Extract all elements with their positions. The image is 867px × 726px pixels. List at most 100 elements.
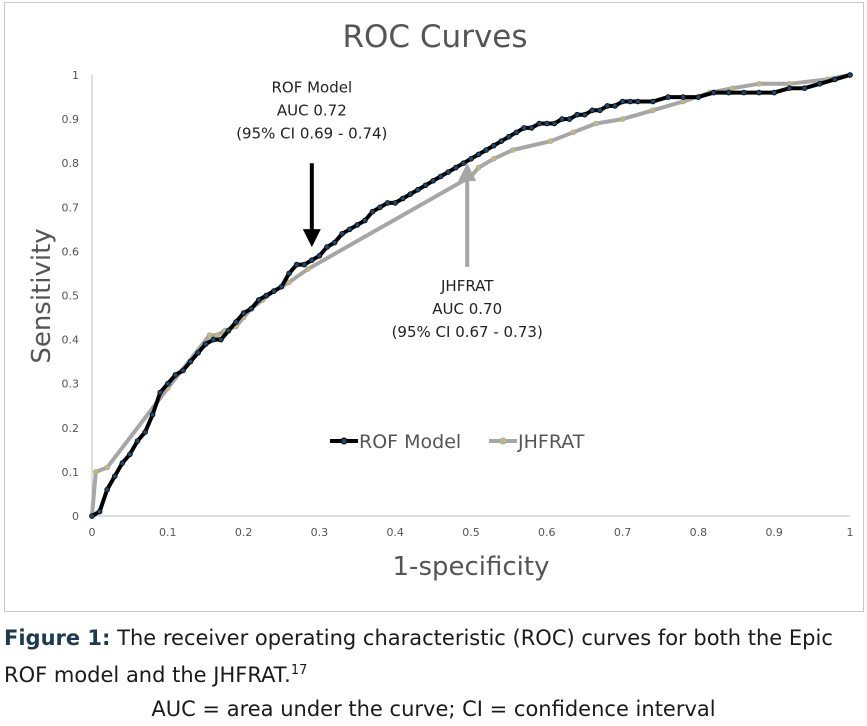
data-point-rof bbox=[384, 200, 391, 206]
x-tick-label: 0.7 bbox=[614, 526, 632, 539]
data-point-rof bbox=[225, 327, 232, 334]
figure-caption: Figure 1: The receiver operating charact… bbox=[4, 620, 864, 694]
data-point-rof bbox=[240, 310, 247, 316]
x-tick-label: 0 bbox=[89, 526, 96, 539]
data-point-rof bbox=[127, 451, 133, 458]
y-tick-label: 0.8 bbox=[62, 157, 80, 170]
x-tick-label: 0.5 bbox=[462, 526, 480, 539]
data-point-rof bbox=[627, 98, 633, 105]
y-tick-label: 0.6 bbox=[62, 245, 80, 258]
data-point-jhfrat bbox=[490, 156, 497, 162]
series-line-jhfrat bbox=[90, 73, 851, 517]
data-point-rof bbox=[460, 160, 467, 167]
data-point-rof bbox=[650, 98, 656, 105]
data-point-rof bbox=[202, 341, 209, 347]
legend-label-jhfrat: JHFRAT bbox=[517, 431, 585, 453]
data-point-rof bbox=[165, 380, 171, 387]
data-point-rof bbox=[149, 411, 156, 418]
x-tick-labels: 0 0.1 0.2 0.3 0.4 0.5 0.6 0.7 0.8 0.9 1 bbox=[89, 526, 854, 539]
data-point-jhfrat bbox=[104, 464, 110, 471]
data-point-rof bbox=[816, 81, 823, 87]
data-point-rof bbox=[331, 239, 338, 246]
data-point-rof bbox=[157, 389, 164, 396]
data-point-jhfrat bbox=[468, 173, 474, 180]
data-point-rof bbox=[771, 89, 777, 96]
data-point-rof bbox=[324, 244, 330, 250]
data-point-rof bbox=[89, 513, 95, 519]
y-tick-label: 0.7 bbox=[62, 201, 80, 214]
data-point-rof bbox=[308, 257, 315, 264]
y-tick-label: 0.3 bbox=[62, 378, 80, 391]
data-point-rof bbox=[180, 367, 186, 374]
x-tick-label: 0.1 bbox=[159, 526, 177, 539]
data-point-rof bbox=[233, 319, 239, 325]
data-point-rof bbox=[490, 142, 497, 149]
data-point-rof bbox=[104, 486, 110, 493]
y-tick-label: 0 bbox=[72, 510, 79, 523]
data-point-rof bbox=[452, 164, 459, 171]
data-point-jhfrat bbox=[756, 81, 762, 87]
data-point-rof bbox=[498, 138, 505, 145]
x-tick-label: 0.2 bbox=[235, 526, 253, 539]
y-tick-label: 1 bbox=[72, 69, 79, 82]
data-point-rof bbox=[399, 195, 406, 202]
data-point-rof bbox=[612, 103, 618, 109]
data-point-rof bbox=[513, 129, 520, 136]
data-point-jhfrat bbox=[547, 138, 554, 145]
data-point-rof bbox=[786, 85, 793, 91]
data-point-rof bbox=[831, 76, 838, 83]
data-point-rof bbox=[483, 147, 490, 153]
data-point-rof bbox=[187, 358, 194, 365]
annotation-text: (95% CI 0.69 - 0.74) bbox=[236, 125, 387, 143]
y-axis-label: Sensitivity bbox=[27, 228, 57, 363]
data-point-rof bbox=[255, 297, 262, 303]
data-point-rof bbox=[445, 169, 452, 175]
data-point-rof bbox=[597, 107, 603, 114]
legend: ROF Model JHFRAT bbox=[330, 431, 585, 453]
data-point-rof bbox=[377, 204, 383, 211]
data-point-rof bbox=[559, 116, 565, 122]
annotation-text: ROF Model bbox=[271, 79, 352, 97]
data-point-rof bbox=[111, 473, 118, 480]
data-point-rof bbox=[293, 261, 300, 268]
data-point-jhfrat bbox=[206, 332, 213, 339]
caption-text: The receiver operating characteristic (R… bbox=[4, 626, 833, 687]
data-point-rof bbox=[316, 253, 323, 259]
data-point-rof bbox=[619, 98, 626, 105]
annotation-text: AUC 0.70 bbox=[432, 300, 502, 318]
x-tick-label: 0.9 bbox=[765, 526, 783, 539]
data-point-jhfrat bbox=[214, 332, 220, 339]
data-point-rof bbox=[725, 89, 732, 96]
legend-label-rof: ROF Model bbox=[359, 431, 461, 453]
data-point-rof bbox=[422, 182, 429, 189]
data-point-rof bbox=[741, 89, 747, 96]
data-point-rof bbox=[286, 270, 292, 277]
data-point-jhfrat bbox=[729, 85, 736, 91]
data-point-jhfrat bbox=[509, 147, 516, 153]
x-tick-label: 0.4 bbox=[386, 526, 404, 539]
caption-reference: 17 bbox=[290, 663, 308, 678]
data-point-rof bbox=[801, 85, 808, 91]
x-tick-label: 1 bbox=[847, 526, 854, 539]
data-point-rof bbox=[551, 120, 558, 127]
data-point-rof bbox=[142, 429, 148, 436]
data-point-rof bbox=[634, 98, 641, 105]
data-point-rof bbox=[430, 178, 436, 184]
data-point-rof bbox=[581, 111, 588, 118]
data-point-rof bbox=[695, 94, 702, 100]
data-point-rof bbox=[475, 151, 482, 158]
data-point-rof bbox=[195, 349, 201, 356]
data-point-rof bbox=[263, 292, 270, 299]
data-point-rof bbox=[680, 94, 686, 100]
legend-marker-rof bbox=[340, 437, 348, 445]
x-tick-label: 0.8 bbox=[690, 526, 708, 539]
caption-note: AUC = area under the curve; CI = confide… bbox=[151, 697, 716, 721]
y-tick-label: 0.4 bbox=[62, 334, 80, 347]
y-tick-label: 0.5 bbox=[62, 290, 80, 303]
x-axis-label: 1-specificity bbox=[393, 552, 550, 582]
annotation-layer: ROF Model AUC 0.72 (95% CI 0.69 - 0.74) JHF… bbox=[236, 79, 543, 341]
data-point-jhfrat bbox=[286, 279, 292, 286]
data-point-rof bbox=[536, 120, 542, 127]
x-tick-label: 0.3 bbox=[311, 526, 329, 539]
data-point-rof bbox=[604, 103, 611, 109]
